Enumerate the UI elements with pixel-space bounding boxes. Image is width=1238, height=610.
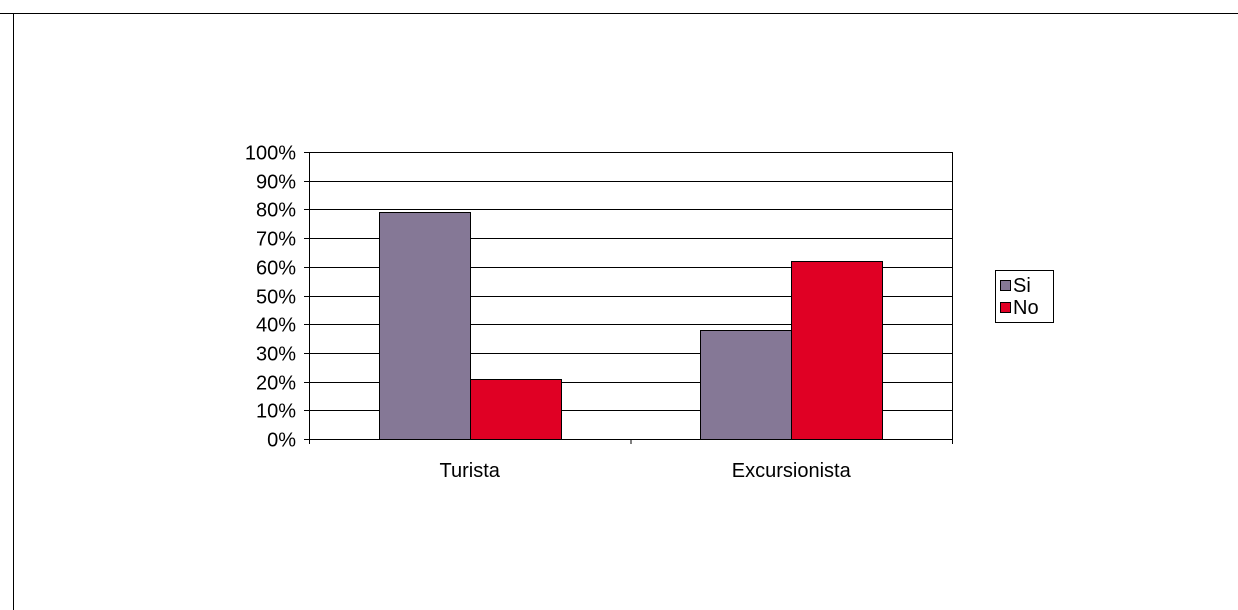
legend-swatch-si: [1000, 280, 1011, 291]
legend-swatch-no: [1000, 302, 1011, 313]
x-tick-label: Excursionista: [732, 460, 852, 482]
bars: [379, 212, 883, 440]
y-tick-label: 80%: [256, 200, 296, 222]
y-tick-label: 50%: [256, 287, 296, 309]
legend-label-si: Si: [1013, 275, 1031, 297]
y-tick-label: 100%: [245, 143, 296, 165]
y-tick-label: 20%: [256, 373, 296, 395]
y-tick-label: 10%: [256, 401, 296, 423]
bar-no-excursionista: [791, 261, 883, 440]
y-tick-label: 30%: [256, 344, 296, 366]
y-tick-label: 0%: [267, 430, 296, 452]
y-tick-label: 40%: [256, 315, 296, 337]
y-tick-label: 90%: [256, 172, 296, 194]
bar-no-turista: [470, 379, 562, 440]
x-tick-label: Turista: [440, 460, 501, 482]
bar-si-turista: [379, 212, 471, 440]
legend-label-no: No: [1013, 297, 1039, 319]
legend-box: [995, 270, 1054, 323]
y-tick-label: 70%: [256, 229, 296, 251]
bar-si-excursionista: [700, 330, 792, 440]
y-axis: 0% 10% 20% 30% 40% 50% 60% 70% 80% 90% 100%: [245, 143, 309, 452]
x-axis: Turista Excursionista: [309, 439, 953, 482]
y-tick-label: 60%: [256, 258, 296, 280]
